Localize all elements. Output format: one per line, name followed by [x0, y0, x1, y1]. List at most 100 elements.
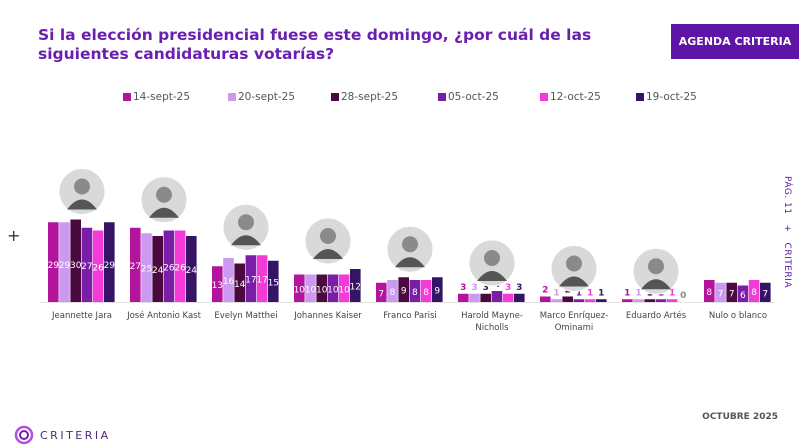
- category-label: Marco Enríquez-: [540, 311, 609, 321]
- bar: [59, 222, 70, 302]
- data-label: 12: [350, 283, 361, 293]
- bar: [376, 282, 387, 302]
- legend-item: 28-sept-25: [331, 91, 398, 103]
- bar: [596, 299, 607, 302]
- legend-item: 20-sept-25: [228, 91, 295, 103]
- bar: [305, 274, 316, 302]
- bar: [726, 282, 737, 302]
- legend-label: 05-oct-25: [448, 91, 499, 103]
- bar: [256, 255, 268, 302]
- bar: [502, 293, 514, 302]
- photo-head: [648, 258, 664, 275]
- side-brand: CRITERIA: [782, 242, 792, 288]
- legend: 14-sept-25 20-sept-25 28-sept-25 05-oct-25 1…: [0, 91, 800, 105]
- data-label: 16: [223, 277, 235, 287]
- category-label: Nicholls: [475, 323, 509, 333]
- legend-swatch: [331, 93, 339, 101]
- data-label: 9: [401, 287, 407, 297]
- data-label: 27: [130, 262, 141, 272]
- legend-swatch: [636, 93, 644, 101]
- legend-item: 14-sept-25: [123, 91, 190, 103]
- data-label: 8: [706, 288, 712, 298]
- photo-head: [320, 228, 336, 244]
- legend-label: 28-sept-25: [341, 91, 399, 103]
- photo-body: [149, 207, 179, 218]
- data-label: 3: [505, 283, 511, 293]
- data-label: 0: [680, 291, 686, 301]
- photo-body: [67, 199, 97, 210]
- side-plus: +: [782, 224, 792, 233]
- data-label: 26: [163, 263, 175, 273]
- bar: [152, 236, 163, 302]
- data-label: 25: [141, 265, 152, 275]
- photo-body: [641, 279, 671, 290]
- legend-swatch: [123, 93, 131, 101]
- category-label: José Antonio Kast: [126, 310, 202, 321]
- bar: [92, 230, 104, 302]
- bar: [644, 299, 655, 302]
- data-label: 1: [624, 288, 630, 298]
- bar: [186, 236, 197, 302]
- data-label: 3: [516, 283, 522, 293]
- bar: [223, 258, 234, 302]
- bar: [737, 285, 749, 302]
- category-label: Jeannette Jara: [51, 311, 112, 321]
- bar: [704, 280, 715, 302]
- data-label: 1: [635, 288, 641, 298]
- bar: [491, 291, 503, 302]
- data-label: 15: [268, 278, 279, 288]
- bar: [141, 233, 152, 302]
- data-label: 7: [762, 289, 768, 299]
- data-label: 24: [186, 266, 198, 276]
- data-label: 29: [48, 261, 60, 271]
- data-label: 10: [338, 285, 350, 295]
- side-label: PÁG. 11 + CRITERIA: [782, 176, 792, 288]
- bar: [268, 260, 279, 302]
- photo-head: [566, 255, 582, 272]
- data-label: 17: [245, 276, 256, 286]
- plus-mark: +: [7, 226, 21, 245]
- bar: [234, 263, 245, 302]
- bar: [432, 277, 443, 302]
- agenda-criteria-badge: AGENDA CRITERIA: [671, 24, 799, 59]
- data-label: 26: [174, 263, 186, 273]
- data-label: 10: [305, 285, 317, 295]
- bar: [316, 274, 327, 302]
- data-label: 3: [471, 283, 477, 293]
- bar: [104, 222, 115, 302]
- legend-item: 19-oct-25: [636, 91, 697, 103]
- data-label: 8: [412, 288, 418, 298]
- data-label: 13: [212, 281, 223, 291]
- bar: [514, 293, 525, 302]
- data-label: 1: [553, 288, 559, 298]
- data-label: 1: [598, 288, 604, 298]
- bar: [398, 277, 409, 302]
- photo-head: [238, 214, 254, 231]
- legend-label: 19-oct-25: [646, 91, 697, 103]
- criteria-logo: CRITERIA: [14, 425, 111, 445]
- data-label: 9: [434, 287, 440, 297]
- photo-head: [402, 236, 418, 253]
- bar: [212, 266, 223, 302]
- legend-swatch: [228, 93, 236, 101]
- bar: [748, 280, 760, 302]
- bar: [540, 296, 551, 302]
- bar: [655, 299, 667, 302]
- bar: [760, 282, 771, 302]
- bar: [458, 293, 469, 302]
- bar: [633, 299, 644, 302]
- data-label: 8: [390, 288, 396, 298]
- data-label: 30: [70, 261, 82, 271]
- data-label: 3: [483, 283, 489, 293]
- category-label: Ominami: [555, 323, 594, 333]
- bar: [480, 293, 491, 302]
- photo-head: [74, 178, 90, 195]
- bar: [666, 299, 678, 302]
- data-label: 10: [316, 285, 328, 295]
- photo-body: [395, 257, 425, 268]
- category-label: Franco Parisi: [383, 311, 437, 321]
- bar: [163, 230, 175, 302]
- data-label: 8: [751, 288, 757, 298]
- photo-body: [477, 271, 507, 281]
- bar: [327, 274, 339, 302]
